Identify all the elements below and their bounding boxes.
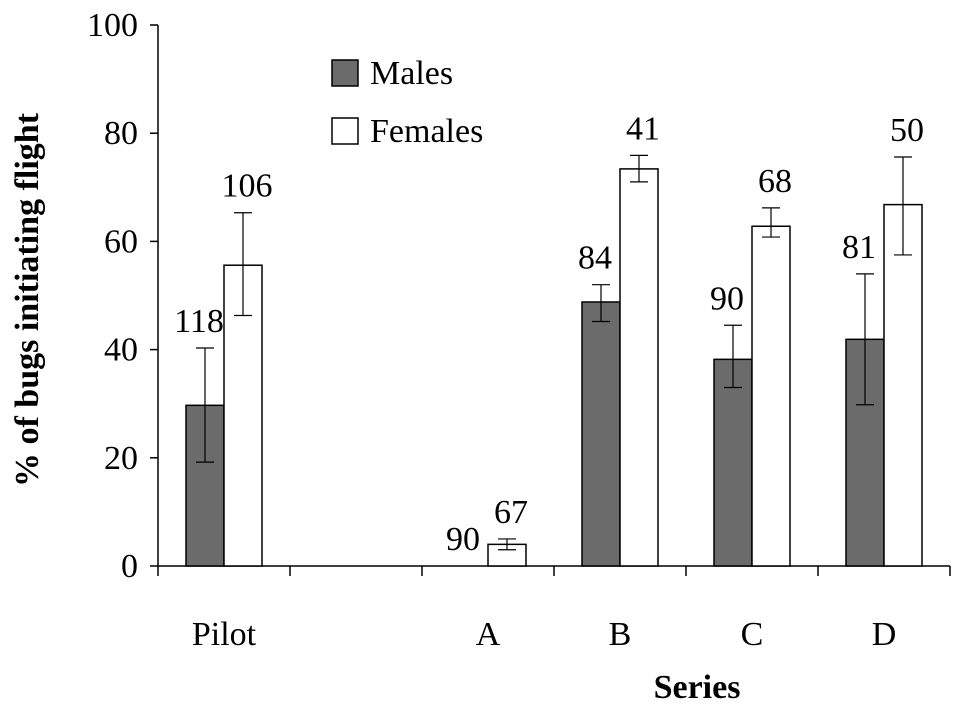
sample-size-label: 50: [890, 112, 924, 149]
sample-size-label: 84: [578, 240, 612, 277]
sample-size-labels: 118 106 90 67 84 41 90 68 81 50: [174, 110, 924, 558]
x-tick-label: B: [609, 616, 632, 653]
sample-size-label: 106: [222, 168, 273, 205]
x-axis-title: Series: [654, 669, 741, 704]
y-axis: 0 20 40 60 80 100: [87, 7, 159, 585]
x-tick-label: C: [741, 616, 764, 653]
sample-size-label: 81: [842, 229, 876, 266]
bars-group: [185, 168, 923, 567]
legend-label-females: Females: [370, 113, 483, 150]
y-tick-label: 20: [104, 440, 138, 477]
bar-males: [713, 358, 753, 567]
y-tick-label: 0: [121, 548, 138, 585]
legend-swatch-females: [331, 117, 359, 145]
x-axis: Pilot A B C D: [157, 565, 951, 653]
y-tick-label: 40: [104, 332, 138, 369]
sample-size-label: 68: [758, 163, 792, 200]
sample-size-label: 118: [174, 303, 224, 340]
x-tick-label: Pilot: [192, 616, 257, 653]
bar-females: [619, 168, 659, 567]
sample-size-label: 67: [494, 494, 528, 531]
y-tick-label: 60: [104, 223, 138, 260]
legend-label-males: Males: [370, 55, 453, 92]
y-axis-title: % of bugs initiating flight: [9, 112, 46, 487]
bar-females: [883, 203, 923, 567]
y-tick-label: 80: [104, 115, 138, 152]
sample-size-label: 90: [710, 280, 744, 317]
bar-females: [751, 225, 791, 567]
bar-males: [581, 301, 621, 567]
legend-swatch-males: [331, 59, 359, 87]
sample-size-label: 41: [626, 110, 660, 147]
error-bars-group: [196, 154, 912, 551]
legend: Males Females: [331, 55, 483, 150]
x-tick-label: A: [476, 616, 501, 653]
sample-size-label: 90: [446, 521, 480, 558]
y-tick-label: 100: [87, 7, 138, 44]
x-tick-label: D: [872, 616, 897, 653]
